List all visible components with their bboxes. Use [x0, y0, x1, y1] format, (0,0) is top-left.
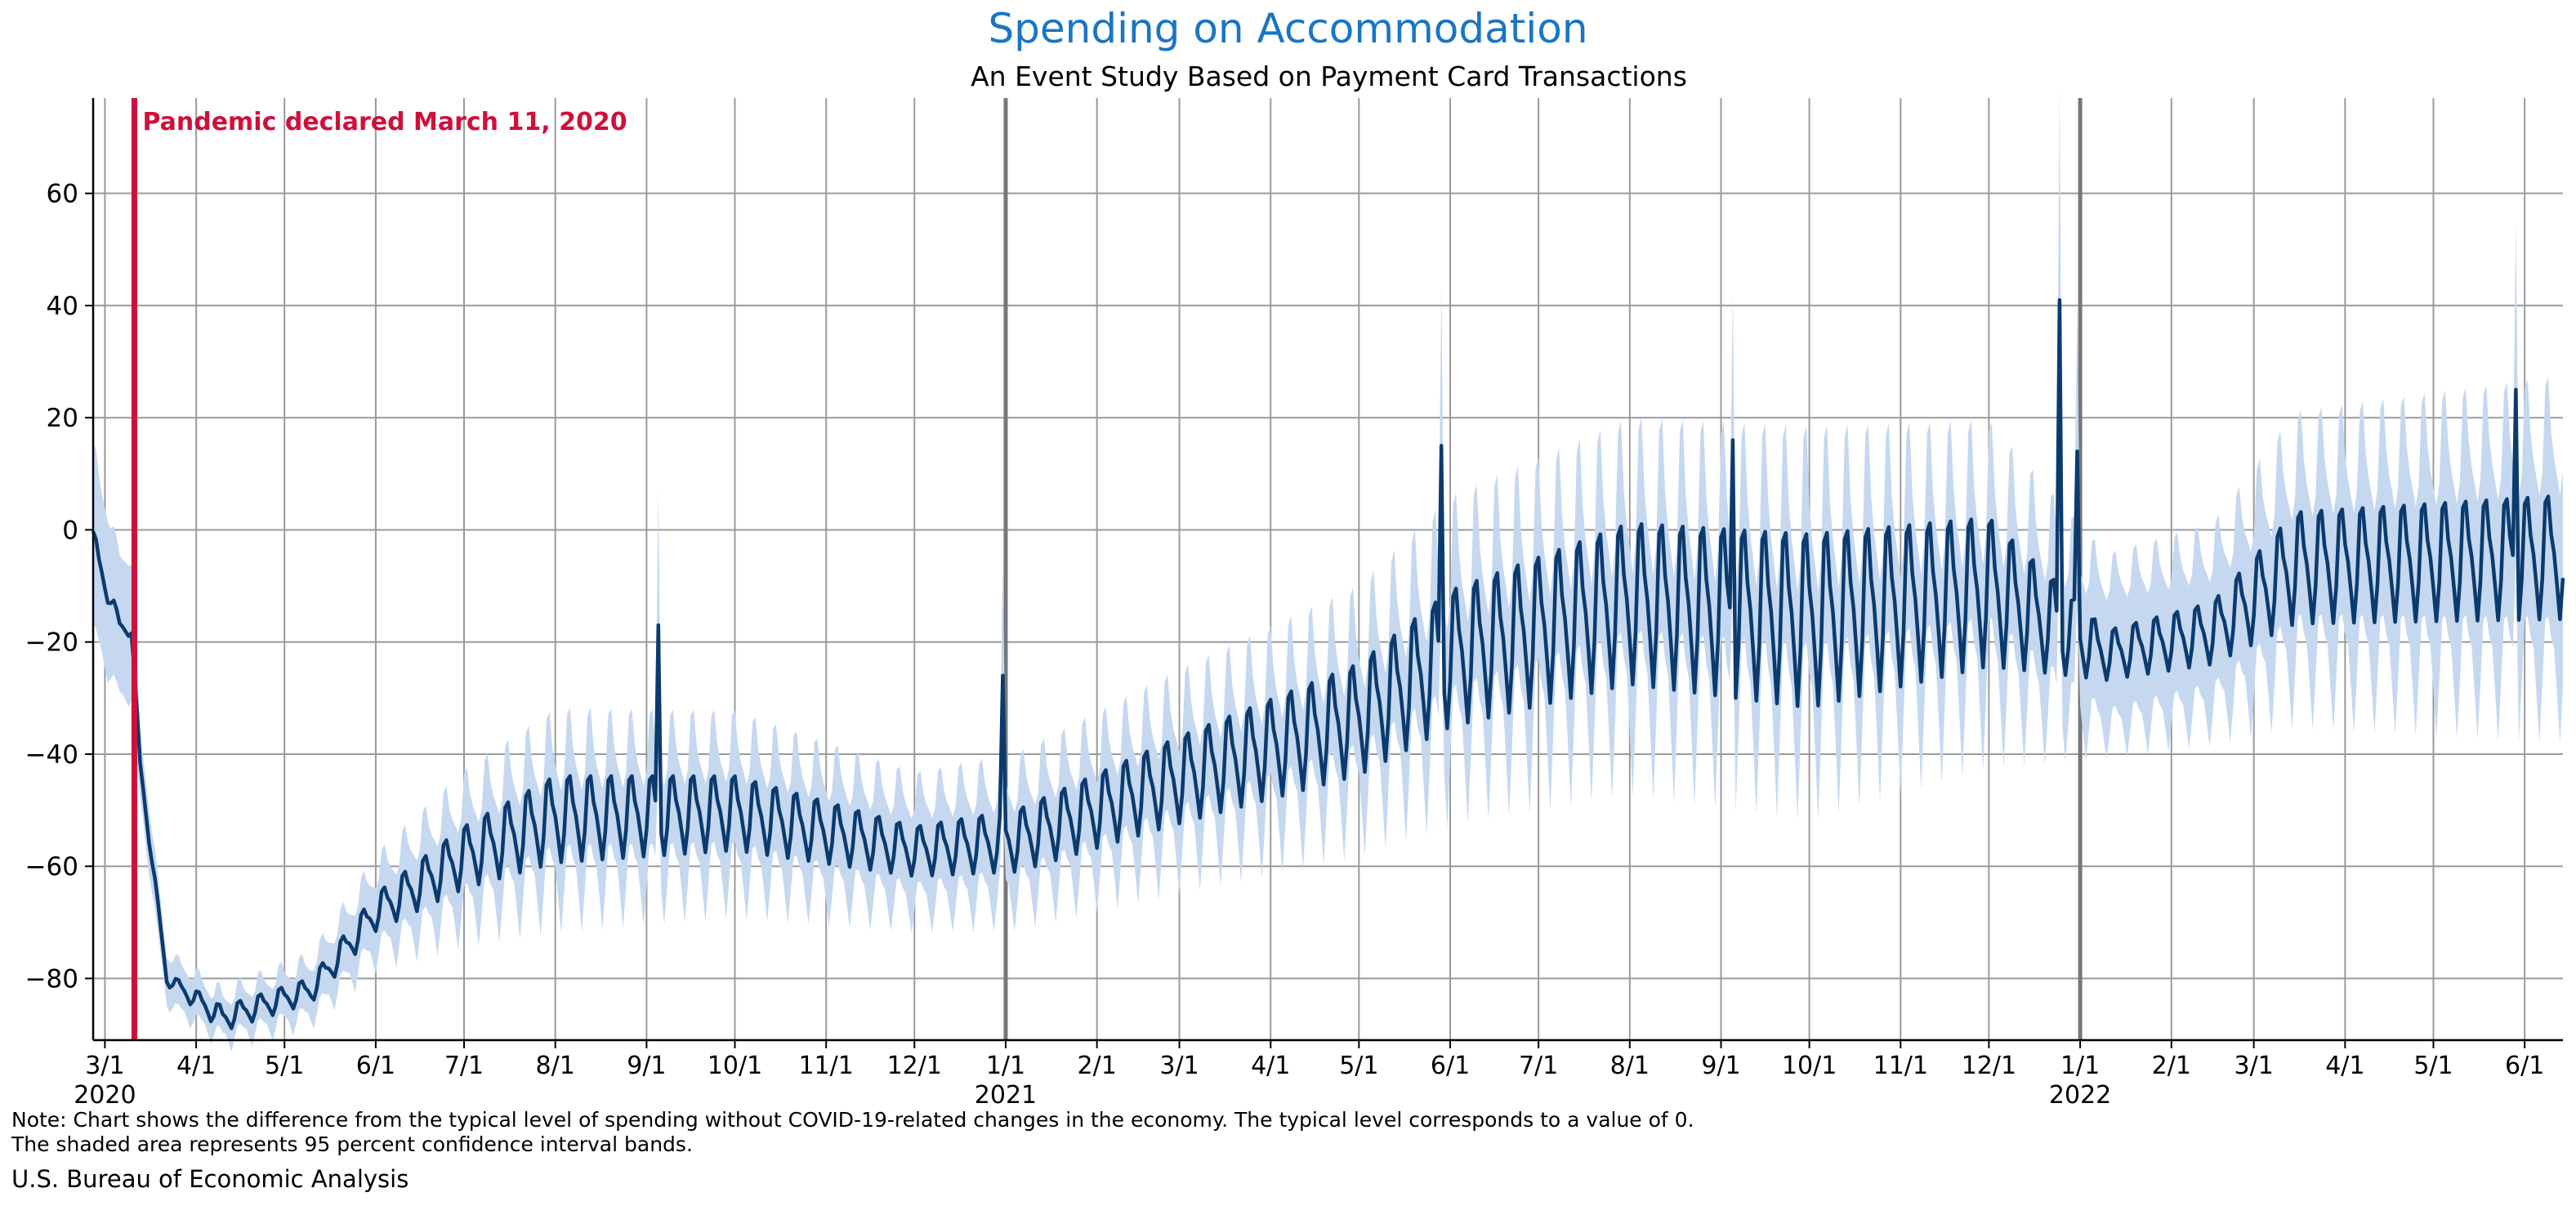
y-tick-label: 0	[62, 516, 78, 545]
chart-subtitle: An Event Study Based on Payment Card Tra…	[971, 60, 1687, 92]
x-tick-label: 8/1	[536, 1052, 575, 1080]
x-tick-label: 12/1	[1962, 1052, 2016, 1080]
x-tick-label: 4/1	[176, 1052, 216, 1080]
x-tick-label: 12/1	[887, 1052, 942, 1080]
pandemic-annotation-label: Pandemic declared March 11, 2020	[142, 108, 627, 136]
y-tick-label: −60	[25, 852, 78, 882]
x-tick-label: 9/1	[1701, 1052, 1740, 1080]
note-line-2: The shaded area represents 95 percent co…	[11, 1132, 693, 1156]
overlay-layer: Pandemic declared March 11, 2020	[131, 98, 627, 1040]
x-tick-label: 5/1	[265, 1052, 304, 1080]
x-tick-label: 11/1	[798, 1052, 853, 1080]
x-tick-label: 2/1	[1078, 1052, 1117, 1080]
y-tick-label: 40	[47, 292, 78, 321]
x-tick-label: 4/1	[1251, 1052, 1290, 1080]
y-tick-label: −20	[25, 628, 78, 658]
x-tick-label: 3/1	[1159, 1052, 1199, 1080]
x-tick-label: 9/1	[627, 1052, 666, 1080]
x-tick-label: 6/1	[1431, 1052, 1470, 1080]
x-year-label: 2022	[2049, 1081, 2111, 1110]
y-tick-label: 20	[47, 404, 78, 433]
series-line	[91, 297, 2565, 1030]
y-tick-label: −80	[25, 965, 78, 994]
chart-title: Spending on Accommodation	[988, 5, 1588, 52]
x-tick-label: 3/1	[85, 1052, 124, 1080]
source-credit: U.S. Bureau of Economic Analysis	[11, 1165, 409, 1193]
x-tick-label: 7/1	[444, 1052, 484, 1080]
x-tick-label: 7/1	[1519, 1052, 1558, 1080]
x-tick-label: 1/1	[986, 1052, 1025, 1080]
x-tick-label: 10/1	[1782, 1052, 1837, 1080]
y-tick-label: −40	[25, 740, 78, 770]
chart-note: Note: Chart shows the difference from th…	[11, 1108, 1694, 1157]
x-tick-label: 6/1	[2505, 1052, 2544, 1080]
x-tick-label: 1/1	[2060, 1052, 2100, 1080]
x-tick-label: 3/1	[2234, 1052, 2274, 1080]
x-tick-label: 8/1	[1610, 1052, 1650, 1080]
note-line-1: Note: Chart shows the difference from th…	[11, 1108, 1694, 1132]
x-tick-label: 5/1	[1339, 1052, 1378, 1080]
x-tick-label: 5/1	[2413, 1052, 2453, 1080]
x-year-label: 2020	[74, 1081, 136, 1110]
x-year-label: 2021	[975, 1081, 1037, 1110]
series-line-layer	[91, 297, 2565, 1030]
x-tick-label: 11/1	[1873, 1052, 1928, 1080]
x-tick-label: 10/1	[708, 1052, 762, 1080]
x-tick-label: 6/1	[356, 1052, 395, 1080]
x-tick-label: 2/1	[2152, 1052, 2191, 1080]
y-tick-label: 60	[47, 180, 78, 209]
x-tick-label: 4/1	[2325, 1052, 2364, 1080]
